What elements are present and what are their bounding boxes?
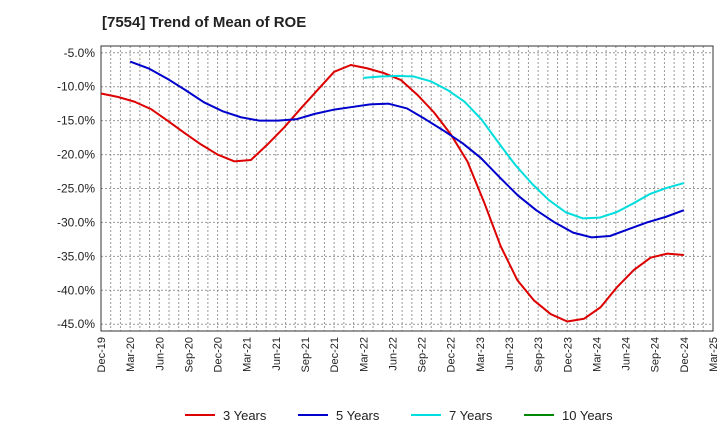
chart-title: [7554] Trend of Mean of ROE [102,14,307,31]
x-tick-label: Mar-22 [358,337,370,372]
x-tick-label: Sep-20 [183,337,195,372]
grid [101,46,713,331]
legend-label: 10 Years [562,408,613,423]
y-tick-label: -40.0% [57,283,95,297]
x-tick-label: Mar-24 [591,337,603,372]
series-group [100,60,685,323]
x-tick-label: Dec-20 [213,337,225,372]
x-tick-label: Dec-23 [562,337,574,372]
legend-label: 3 Years [223,408,267,423]
series-line-5-years [129,60,685,239]
x-tick-label: Sep-21 [300,337,312,372]
x-tick-label: Mar-20 [125,337,137,372]
x-tick-label: Sep-23 [533,337,545,372]
x-tick-label: Mar-21 [242,337,254,372]
legend-label: 5 Years [336,408,380,423]
x-tick-label: Jun-21 [271,337,283,371]
x-tick-label: Jun-24 [621,337,633,371]
x-tick-label: Dec-22 [446,337,458,372]
y-tick-label: -15.0% [57,114,95,128]
x-tick-label: Mar-23 [475,337,487,372]
x-tick-label: Jun-22 [387,337,399,371]
x-axis: Dec-19 Mar-20 Jun-20 Sep-20 Dec-20 Mar-21 Jun-… [96,337,720,372]
y-axis: -5.0% -10.0% -15.0% -20.0% -25.0% -30.0% -35.0… [57,46,95,331]
x-tick-label: Sep-24 [650,337,662,372]
y-tick-label: -35.0% [57,249,95,263]
x-tick-label: Sep-22 [417,337,429,372]
x-tick-label: Jun-23 [504,337,516,371]
x-tick-label: Dec-19 [96,337,108,372]
y-tick-label: -5.0% [64,46,96,60]
y-tick-label: -10.0% [57,80,95,94]
y-tick-label: -25.0% [57,182,95,196]
legend: 3 Years 5 Years 7 Years 10 Years [185,408,613,423]
y-tick-label: -45.0% [57,317,95,331]
y-tick-label: -20.0% [57,148,95,162]
series-line-7-years [363,74,685,220]
x-tick-label: Mar-25 [708,337,720,372]
x-tick-label: Dec-24 [679,337,691,372]
x-tick-label: Dec-21 [329,337,341,372]
y-tick-label: -30.0% [57,215,95,229]
x-tick-label: Jun-20 [154,337,166,371]
legend-label: 7 Years [449,408,493,423]
plot-frame [100,45,714,332]
